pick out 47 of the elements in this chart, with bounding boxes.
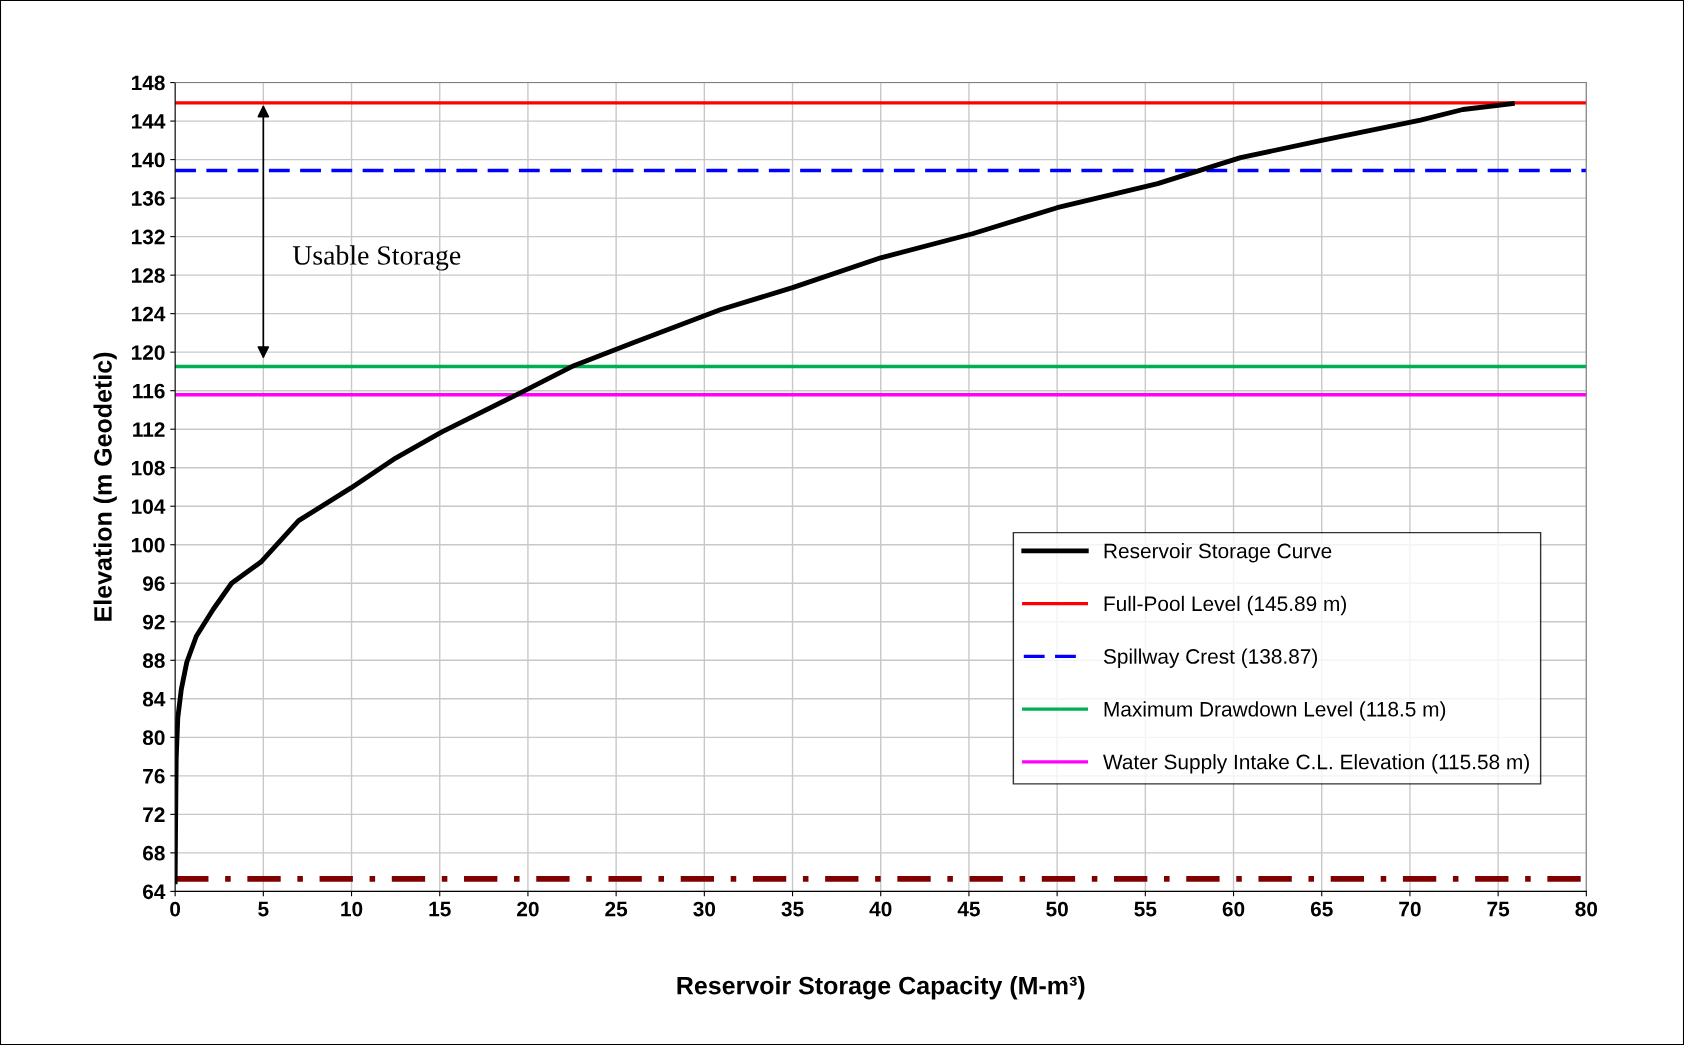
y-tick-label: 128 [131,268,165,283]
y-tick-label: 76 [143,768,165,784]
x-tick-label: 50 [1046,901,1068,917]
y-tick-label: 108 [131,460,165,476]
x-tick-label: 60 [1222,901,1245,917]
x-tick-label: 80 [1575,901,1598,917]
x-tick-label: 20 [517,901,539,917]
x-tick-label: 45 [957,901,980,917]
y-tick-label: 112 [133,422,165,437]
y-tick-label: 84 [142,691,166,707]
x-tick-label: 5 [258,901,269,917]
y-tick-label: 104 [131,499,166,514]
x-tick-label: 15 [429,901,451,917]
y-tick-label: 140 [131,152,165,168]
y-tick-label: 92 [142,614,165,630]
x-tick-label: 25 [605,901,628,917]
y-tick-label: 100 [131,537,165,553]
x-tick-label: 70 [1399,901,1421,917]
y-tick-label: 116 [133,383,165,399]
y-axis-title: Elevation (m Geodetic) [93,352,117,621]
x-tick-label: 35 [781,901,804,917]
y-tick-label: 80 [142,730,165,746]
y-tick-label: 124 [131,306,166,322]
y-tick-label: 96 [142,576,165,592]
y-tick-label: 148 [131,75,165,91]
y-tick-label: 88 [142,653,165,669]
annotation: Usable Storage [292,245,461,271]
y-tick-label: 120 [131,345,165,360]
legend-label: Maximum Drawdown Level (118.5 m) [1104,701,1446,721]
y-tick-label: 64 [143,884,166,900]
x-tick-label: 55 [1134,901,1157,917]
x-tick-label: 75 [1487,901,1510,917]
legend-label: Reservoir Storage Curve [1104,543,1332,563]
y-tick-label: 68 [143,845,165,861]
y-tick-label: 144 [131,114,166,129]
x-axis-title: Reservoir Storage Capacity (M-m³) [677,976,1085,1000]
y-tick-label: 136 [131,191,165,206]
x-tick-label: 10 [341,901,363,917]
x-tick-label: 0 [170,901,181,917]
legend-label: Full-Pool Level (145.89 m) [1104,595,1346,616]
x-tick-label: 40 [869,901,892,917]
legend-label: Water Supply Intake C.L. Elevation (115.58 m) [1103,754,1529,774]
x-tick-label: 65 [1310,901,1333,917]
y-tick-label: 132 [131,229,165,245]
x-tick-label: 30 [693,901,716,917]
legend-label: Spillway Crest (138.87) [1103,648,1318,668]
y-tick-label: 72 [143,807,165,822]
